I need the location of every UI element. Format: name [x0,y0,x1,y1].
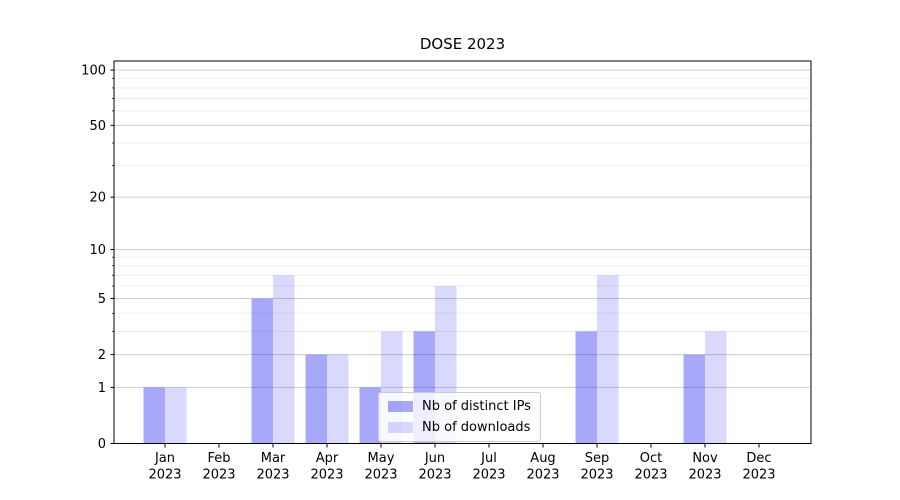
legend-item-distinct-ips: Nb of distinct IPs [388,399,531,414]
bar-downloads-jan [165,387,187,444]
y-tick-label: 20 [89,191,106,206]
x-tick-label: Aug 2023 [526,451,559,483]
legend-swatch-downloads [388,422,413,433]
bar-distinct-ips-apr [305,354,327,444]
y-tick-label: 1 [98,381,106,396]
y-tick-label: 10 [89,243,106,258]
x-tick-label: Jan 2023 [148,451,181,483]
x-tick-label: Apr 2023 [310,451,343,483]
x-tick-label: Jul 2023 [472,451,505,483]
x-tick-label: Nov 2023 [688,451,721,483]
y-tick-label: 0 [98,437,106,452]
bar-distinct-ips-jan [143,387,165,444]
y-tick-label: 5 [98,292,106,307]
y-tick-label: 50 [89,119,106,134]
x-tick-label: Mar 2023 [256,451,289,483]
legend: Nb of distinct IPs Nb of downloads [378,392,541,442]
legend-label-downloads: Nb of downloads [422,420,531,435]
bar-distinct-ips-may [359,387,381,444]
x-tick-label: Jun 2023 [418,451,451,483]
x-tick-label: Feb 2023 [202,451,235,483]
chart-title: DOSE 2023 [419,35,506,53]
y-tick-label: 100 [81,64,106,79]
bar-downloads-apr [327,354,349,444]
legend-item-downloads: Nb of downloads [388,420,531,435]
bar-downloads-sep [597,275,619,444]
plot-border [113,60,812,444]
x-tick-label: Sep 2023 [580,451,613,483]
bar-distinct-ips-mar [251,298,273,444]
legend-label-distinct-ips: Nb of distinct IPs [422,399,531,414]
legend-swatch-distinct-ips [388,401,413,412]
bar-downloads-nov [705,331,727,444]
bar-distinct-ips-sep [575,331,597,444]
x-tick-label: Dec 2023 [742,451,775,483]
x-tick-label: May 2023 [364,451,397,483]
bar-distinct-ips-nov [683,354,705,444]
x-tick-label: Oct 2023 [634,451,667,483]
bar-downloads-mar [273,275,295,444]
y-tick-label: 2 [98,348,106,363]
